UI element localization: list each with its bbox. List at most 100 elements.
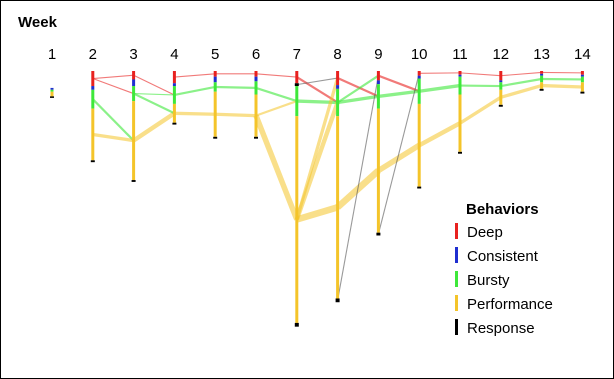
week-label-11: 11 [452, 46, 468, 63]
node-w8-consistent-1 [336, 85, 340, 89]
node-w8-performance-3 [336, 116, 340, 299]
node-w6-response-4 [254, 136, 258, 139]
legend: Behaviors Deep Consistent Bursty Performanc… [455, 201, 553, 337]
node-w9-bursty-2 [376, 84, 380, 109]
flow-35 [418, 121, 462, 148]
node-w12-deep-0 [499, 71, 503, 81]
week-label-7: 7 [293, 46, 301, 63]
legend-label-bursty: Bursty [467, 272, 510, 289]
flow-34 [418, 83, 461, 93]
flow-23 [296, 77, 338, 86]
flow-31 [376, 142, 421, 173]
node-w13-bursty-2 [540, 75, 544, 83]
week-label-9: 9 [374, 46, 382, 63]
node-w7-performance-3 [295, 116, 299, 323]
flow-15 [255, 86, 298, 103]
node-w12-response-4 [498, 104, 503, 107]
node-w2-performance-3 [91, 108, 95, 161]
flow-12 [215, 85, 257, 90]
node-w14-deep-0 [580, 71, 584, 75]
flow-16 [253, 114, 300, 221]
node-w5-consistent-1 [213, 76, 217, 83]
node-w4-consistent-1 [172, 83, 176, 87]
flow-1 [92, 98, 135, 142]
node-w10-consistent-1 [417, 75, 421, 79]
legend-title: Behaviors [466, 201, 539, 218]
node-w13-response-4 [539, 88, 544, 91]
node-w3-response-4 [131, 180, 136, 182]
node-w11-consistent-1 [458, 74, 462, 77]
legend-swatch-response [455, 319, 458, 335]
node-w7-response-1 [294, 83, 299, 87]
flow-0 [92, 78, 134, 95]
node-w12-consistent-1 [499, 80, 503, 83]
node-w14-consistent-1 [580, 74, 584, 77]
node-w10-bursty-2 [417, 78, 421, 104]
flow-layer [92, 71, 583, 301]
node-w6-deep-0 [254, 71, 258, 77]
flow-27 [336, 74, 380, 104]
node-w9-performance-3 [376, 108, 380, 233]
node-w5-bursty-2 [213, 82, 217, 92]
flow-7 [133, 92, 175, 115]
node-w11-deep-0 [458, 71, 462, 75]
node-w2-response-4 [90, 160, 95, 163]
flow-22 [294, 101, 340, 221]
node-w4-performance-3 [172, 103, 176, 123]
node-w2-consistent-1 [91, 86, 95, 90]
node-w7-deep-0 [295, 71, 299, 84]
flow-13 [215, 112, 257, 118]
flow-10 [174, 111, 216, 116]
week-label-5: 5 [211, 46, 219, 63]
flow-2 [92, 132, 134, 143]
legend-swatch-bursty [455, 271, 458, 287]
flow-20 [295, 204, 339, 223]
node-w4-response-4 [172, 122, 177, 125]
node-w9-deep-0 [376, 71, 380, 81]
week-label-10: 10 [411, 46, 428, 63]
node-w1-consistent-0 [50, 87, 54, 90]
node-w13-deep-0 [540, 71, 544, 74]
week-labels: 1 2 3 4 5 6 7 8 9 10 11 12 13 14 [48, 46, 591, 63]
node-w12-bursty-2 [499, 82, 503, 90]
node-w12-performance-3 [499, 89, 503, 105]
node-w4-deep-0 [172, 71, 176, 84]
flow-38 [459, 95, 502, 125]
flow-29 [378, 74, 420, 93]
week-label-13: 13 [533, 46, 550, 63]
node-w14-bursty-2 [580, 76, 584, 83]
flow-44 [541, 83, 583, 89]
week-label-12: 12 [492, 46, 509, 63]
week-label-3: 3 [129, 46, 137, 63]
node-w1-performance-2 [50, 91, 54, 97]
node-layer [50, 71, 585, 327]
legend-label-deep: Deep [467, 224, 503, 241]
node-w14-response-4 [580, 91, 585, 94]
legend-swatch-deep [455, 223, 458, 239]
node-w9-response-4 [376, 232, 381, 236]
node-w1-bursty-1 [50, 89, 54, 92]
node-w8-response-4 [335, 298, 340, 303]
node-w13-performance-3 [540, 82, 544, 89]
legend-swatch-consistent [455, 247, 458, 263]
flow-3 [92, 74, 134, 80]
node-w14-performance-3 [580, 82, 584, 92]
week-label-6: 6 [252, 46, 260, 63]
flow-41 [500, 83, 543, 99]
flow-5 [133, 93, 175, 96]
node-w3-consistent-1 [132, 79, 136, 87]
node-w5-performance-3 [213, 91, 217, 137]
flow-9 [174, 85, 216, 97]
node-w10-response-4 [417, 186, 422, 189]
node-w11-performance-3 [458, 94, 462, 152]
chart-title: Week [18, 14, 58, 31]
node-w10-deep-0 [417, 71, 421, 76]
flow-25 [337, 94, 379, 105]
legend-label-performance: Performance [467, 296, 553, 313]
flow-30 [378, 89, 420, 99]
flow-8 [174, 73, 216, 78]
legend-label-consistent: Consistent [467, 248, 539, 265]
week-label-14: 14 [574, 46, 591, 63]
node-w5-deep-0 [213, 71, 217, 77]
